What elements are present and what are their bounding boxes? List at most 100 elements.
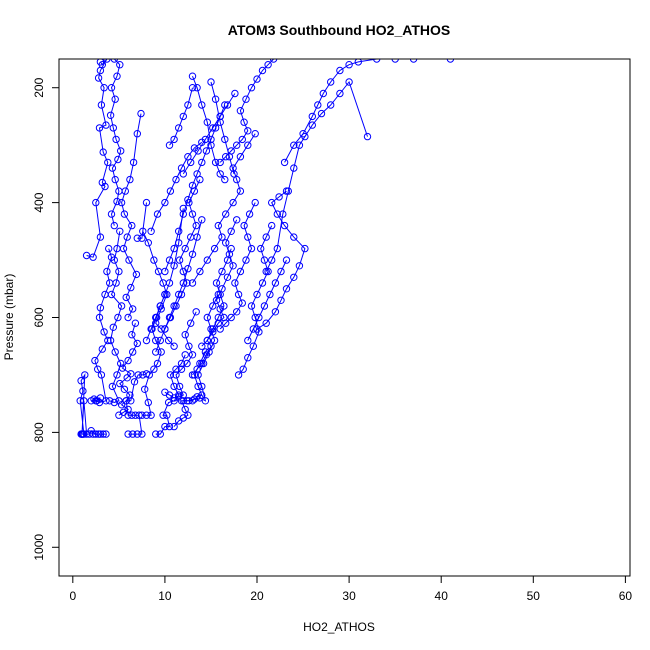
data-point bbox=[117, 401, 126, 409]
data-point bbox=[188, 72, 197, 80]
data-point bbox=[233, 308, 241, 316]
data-point bbox=[157, 348, 165, 356]
data-point bbox=[192, 221, 200, 230]
data-point bbox=[114, 313, 122, 322]
data-point bbox=[282, 285, 291, 293]
data-point bbox=[290, 164, 298, 172]
data-point bbox=[175, 290, 183, 299]
data-point bbox=[127, 283, 135, 292]
data-point bbox=[223, 273, 232, 281]
series-26-line bbox=[155, 219, 203, 353]
data-point bbox=[98, 178, 107, 187]
data-point bbox=[317, 109, 326, 118]
data-point bbox=[249, 342, 258, 350]
data-point bbox=[170, 262, 178, 270]
data-point bbox=[198, 101, 206, 109]
data-point bbox=[124, 313, 132, 322]
data-point bbox=[99, 148, 107, 156]
data-point bbox=[170, 422, 178, 431]
data-point bbox=[179, 279, 188, 287]
data-point bbox=[227, 227, 235, 236]
data-point bbox=[185, 342, 193, 350]
data-point bbox=[99, 430, 107, 438]
data-point bbox=[95, 313, 104, 322]
data-point bbox=[308, 112, 316, 121]
data-point bbox=[181, 405, 189, 414]
data-point bbox=[170, 135, 178, 144]
data-point bbox=[184, 196, 192, 204]
data-point bbox=[110, 398, 119, 407]
data-point bbox=[111, 95, 119, 103]
data-point bbox=[216, 118, 224, 126]
chart-title: ATOM3 Southbound HO2_ATHOS bbox=[228, 22, 450, 38]
data-point bbox=[245, 210, 254, 218]
x-axis-label: HO2_ATHOS bbox=[303, 620, 375, 634]
data-point bbox=[109, 124, 118, 132]
data-point bbox=[210, 244, 219, 253]
data-point bbox=[105, 244, 113, 253]
data-point bbox=[111, 348, 119, 356]
data-point bbox=[279, 210, 287, 218]
data-point bbox=[240, 221, 248, 230]
data-point bbox=[108, 382, 117, 391]
data-point bbox=[203, 256, 212, 264]
data-point bbox=[203, 313, 212, 322]
data-point bbox=[251, 130, 259, 138]
data-point bbox=[128, 221, 136, 230]
data-point bbox=[124, 411, 132, 419]
x-tick-label-40: 40 bbox=[435, 589, 449, 603]
data-point bbox=[156, 302, 165, 310]
data-point bbox=[198, 359, 206, 368]
data-point bbox=[125, 256, 133, 264]
data-point bbox=[229, 198, 237, 207]
series-18 bbox=[234, 221, 276, 379]
data-point bbox=[258, 66, 267, 75]
series-12 bbox=[161, 308, 200, 402]
data-point bbox=[156, 430, 165, 438]
series-20 bbox=[216, 59, 278, 167]
data-point bbox=[147, 325, 155, 333]
series-26 bbox=[152, 216, 206, 356]
data-point bbox=[269, 59, 278, 63]
data-point bbox=[290, 273, 298, 281]
data-point bbox=[207, 342, 215, 350]
data-point bbox=[266, 290, 274, 299]
data-point bbox=[134, 371, 142, 379]
data-point bbox=[165, 141, 174, 149]
data-point bbox=[363, 132, 372, 141]
data-point bbox=[80, 397, 88, 405]
data-point bbox=[216, 158, 224, 167]
data-point bbox=[214, 221, 223, 230]
data-point bbox=[131, 319, 140, 327]
data-point bbox=[198, 382, 206, 391]
data-point bbox=[227, 313, 235, 322]
data-point bbox=[253, 290, 261, 299]
x-tick-label-20: 20 bbox=[250, 589, 264, 603]
data-point bbox=[184, 153, 192, 161]
data-point bbox=[225, 250, 234, 259]
data-point bbox=[161, 198, 169, 207]
series-11 bbox=[152, 351, 189, 438]
data-point bbox=[308, 121, 316, 129]
series-17-line bbox=[219, 202, 256, 330]
data-point bbox=[214, 313, 223, 322]
data-point bbox=[211, 95, 220, 103]
data-point bbox=[201, 135, 210, 144]
data-point bbox=[336, 89, 344, 98]
data-point bbox=[175, 256, 184, 264]
data-point bbox=[106, 336, 115, 345]
data-point bbox=[198, 342, 206, 350]
series-33 bbox=[207, 78, 238, 178]
data-point bbox=[190, 395, 199, 403]
data-point bbox=[122, 397, 130, 405]
y-tick-label-1000: 1000 bbox=[32, 534, 46, 561]
data-point bbox=[354, 59, 362, 66]
data-point bbox=[209, 302, 217, 310]
data-point bbox=[188, 181, 197, 190]
series-16-line bbox=[201, 219, 238, 347]
data-point bbox=[103, 59, 111, 63]
data-point bbox=[238, 299, 247, 307]
data-point bbox=[128, 411, 136, 419]
data-point bbox=[126, 175, 134, 184]
data-point bbox=[299, 130, 307, 138]
